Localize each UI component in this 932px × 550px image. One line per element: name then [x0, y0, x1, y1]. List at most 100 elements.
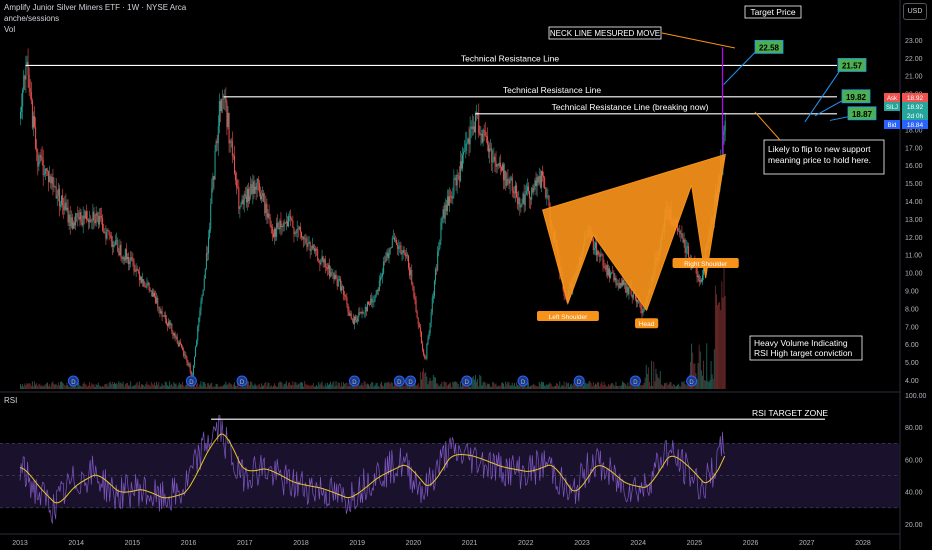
volume-bar [597, 382, 599, 389]
candle-body [275, 228, 277, 237]
volume-bar [646, 373, 648, 389]
volume-bar [690, 361, 691, 389]
candle-body [391, 237, 393, 248]
candle-body [117, 239, 119, 252]
dividend-marker [517, 375, 529, 387]
candle-body [298, 227, 300, 230]
volume-bar [435, 377, 436, 389]
candle-body [103, 231, 105, 233]
volume-bar [63, 383, 65, 389]
candle-body [368, 301, 370, 305]
candle-body [643, 308, 645, 311]
candle-body [458, 176, 460, 181]
candle-body [267, 213, 269, 218]
candle-body [116, 239, 118, 241]
candle-body [422, 343, 424, 350]
volume-bar [47, 382, 48, 389]
volume-bar [343, 382, 345, 389]
volume-bar [613, 384, 615, 389]
time-tick-label: 2023 [574, 540, 590, 547]
volume-bar [49, 384, 51, 389]
volume-bar [282, 386, 284, 389]
volume-bar [154, 382, 155, 389]
volume-bar [526, 382, 528, 389]
volume-bar [57, 382, 59, 389]
volume-bar [151, 383, 153, 389]
candle-body [90, 219, 92, 222]
candle-body [481, 133, 483, 143]
volume-bar [188, 384, 190, 389]
dividend-marker-label: D [408, 380, 413, 386]
volume-bar [513, 383, 515, 389]
candle-body [230, 140, 232, 142]
price-tick-label: 16.00 [905, 163, 923, 170]
candle-body [678, 230, 680, 232]
volume-bar [445, 382, 447, 389]
volume-bar [342, 386, 343, 389]
candle-body [531, 187, 533, 200]
candle-body [409, 267, 411, 276]
candle-body [522, 193, 524, 204]
candle-body [219, 101, 221, 111]
volume-bar [640, 385, 642, 389]
volume-bar [483, 381, 485, 389]
volume-bar [147, 384, 149, 389]
candle-body [379, 277, 381, 281]
volume-bar [384, 383, 386, 389]
candle-body [437, 251, 439, 271]
candle-body [509, 178, 511, 184]
candle-body [426, 344, 428, 359]
candle-body [92, 211, 94, 222]
candle-body [97, 215, 99, 225]
volume-bar [121, 383, 123, 389]
candle-body [222, 98, 224, 100]
candle-body [465, 143, 467, 151]
candle-body [396, 240, 398, 245]
time-tick-label: 2015 [125, 540, 141, 547]
candle-body [185, 354, 187, 358]
volume-bar [55, 384, 57, 389]
volume-bar [625, 384, 627, 389]
candle-body [545, 188, 547, 198]
volume-bar [484, 382, 486, 389]
volume-bar [475, 374, 476, 389]
candle-body [520, 206, 522, 208]
candle-body [288, 216, 290, 227]
volume-bar [22, 384, 24, 389]
volume-bar [692, 352, 694, 389]
candle-body [277, 222, 279, 228]
candle-body [322, 256, 324, 263]
candle-body [415, 300, 417, 312]
volume-bar [106, 383, 108, 389]
volume-bar [108, 383, 110, 389]
price-tick-label: 7.00 [905, 324, 919, 331]
volume-bar [344, 384, 346, 389]
volume-note-line: RSI High target conviction [754, 348, 853, 358]
volume-bar [268, 383, 270, 389]
currency-button[interactable]: USD [903, 3, 927, 20]
volume-bar [43, 385, 45, 389]
volume-bar [35, 384, 37, 389]
volume-bar [476, 381, 477, 389]
volume-bar [678, 383, 680, 389]
volume-bar [23, 386, 25, 389]
candle-body [357, 317, 359, 322]
volume-bar [355, 385, 356, 389]
volume-bar [696, 379, 698, 389]
candle-body [499, 162, 501, 168]
candle-body [596, 242, 598, 255]
volume-bar [368, 384, 369, 389]
volume-bar [643, 382, 645, 389]
candle-body [183, 350, 185, 356]
volume-bar [205, 386, 207, 389]
volume-bar [612, 383, 614, 389]
candle-body [349, 313, 351, 316]
volume-bar [173, 382, 175, 389]
candle-body [109, 235, 111, 236]
candle-body [333, 272, 335, 280]
candle-body [54, 186, 56, 188]
candle-body [517, 197, 519, 205]
candle-body [630, 286, 632, 295]
price-tick-label: 23.00 [905, 38, 923, 45]
